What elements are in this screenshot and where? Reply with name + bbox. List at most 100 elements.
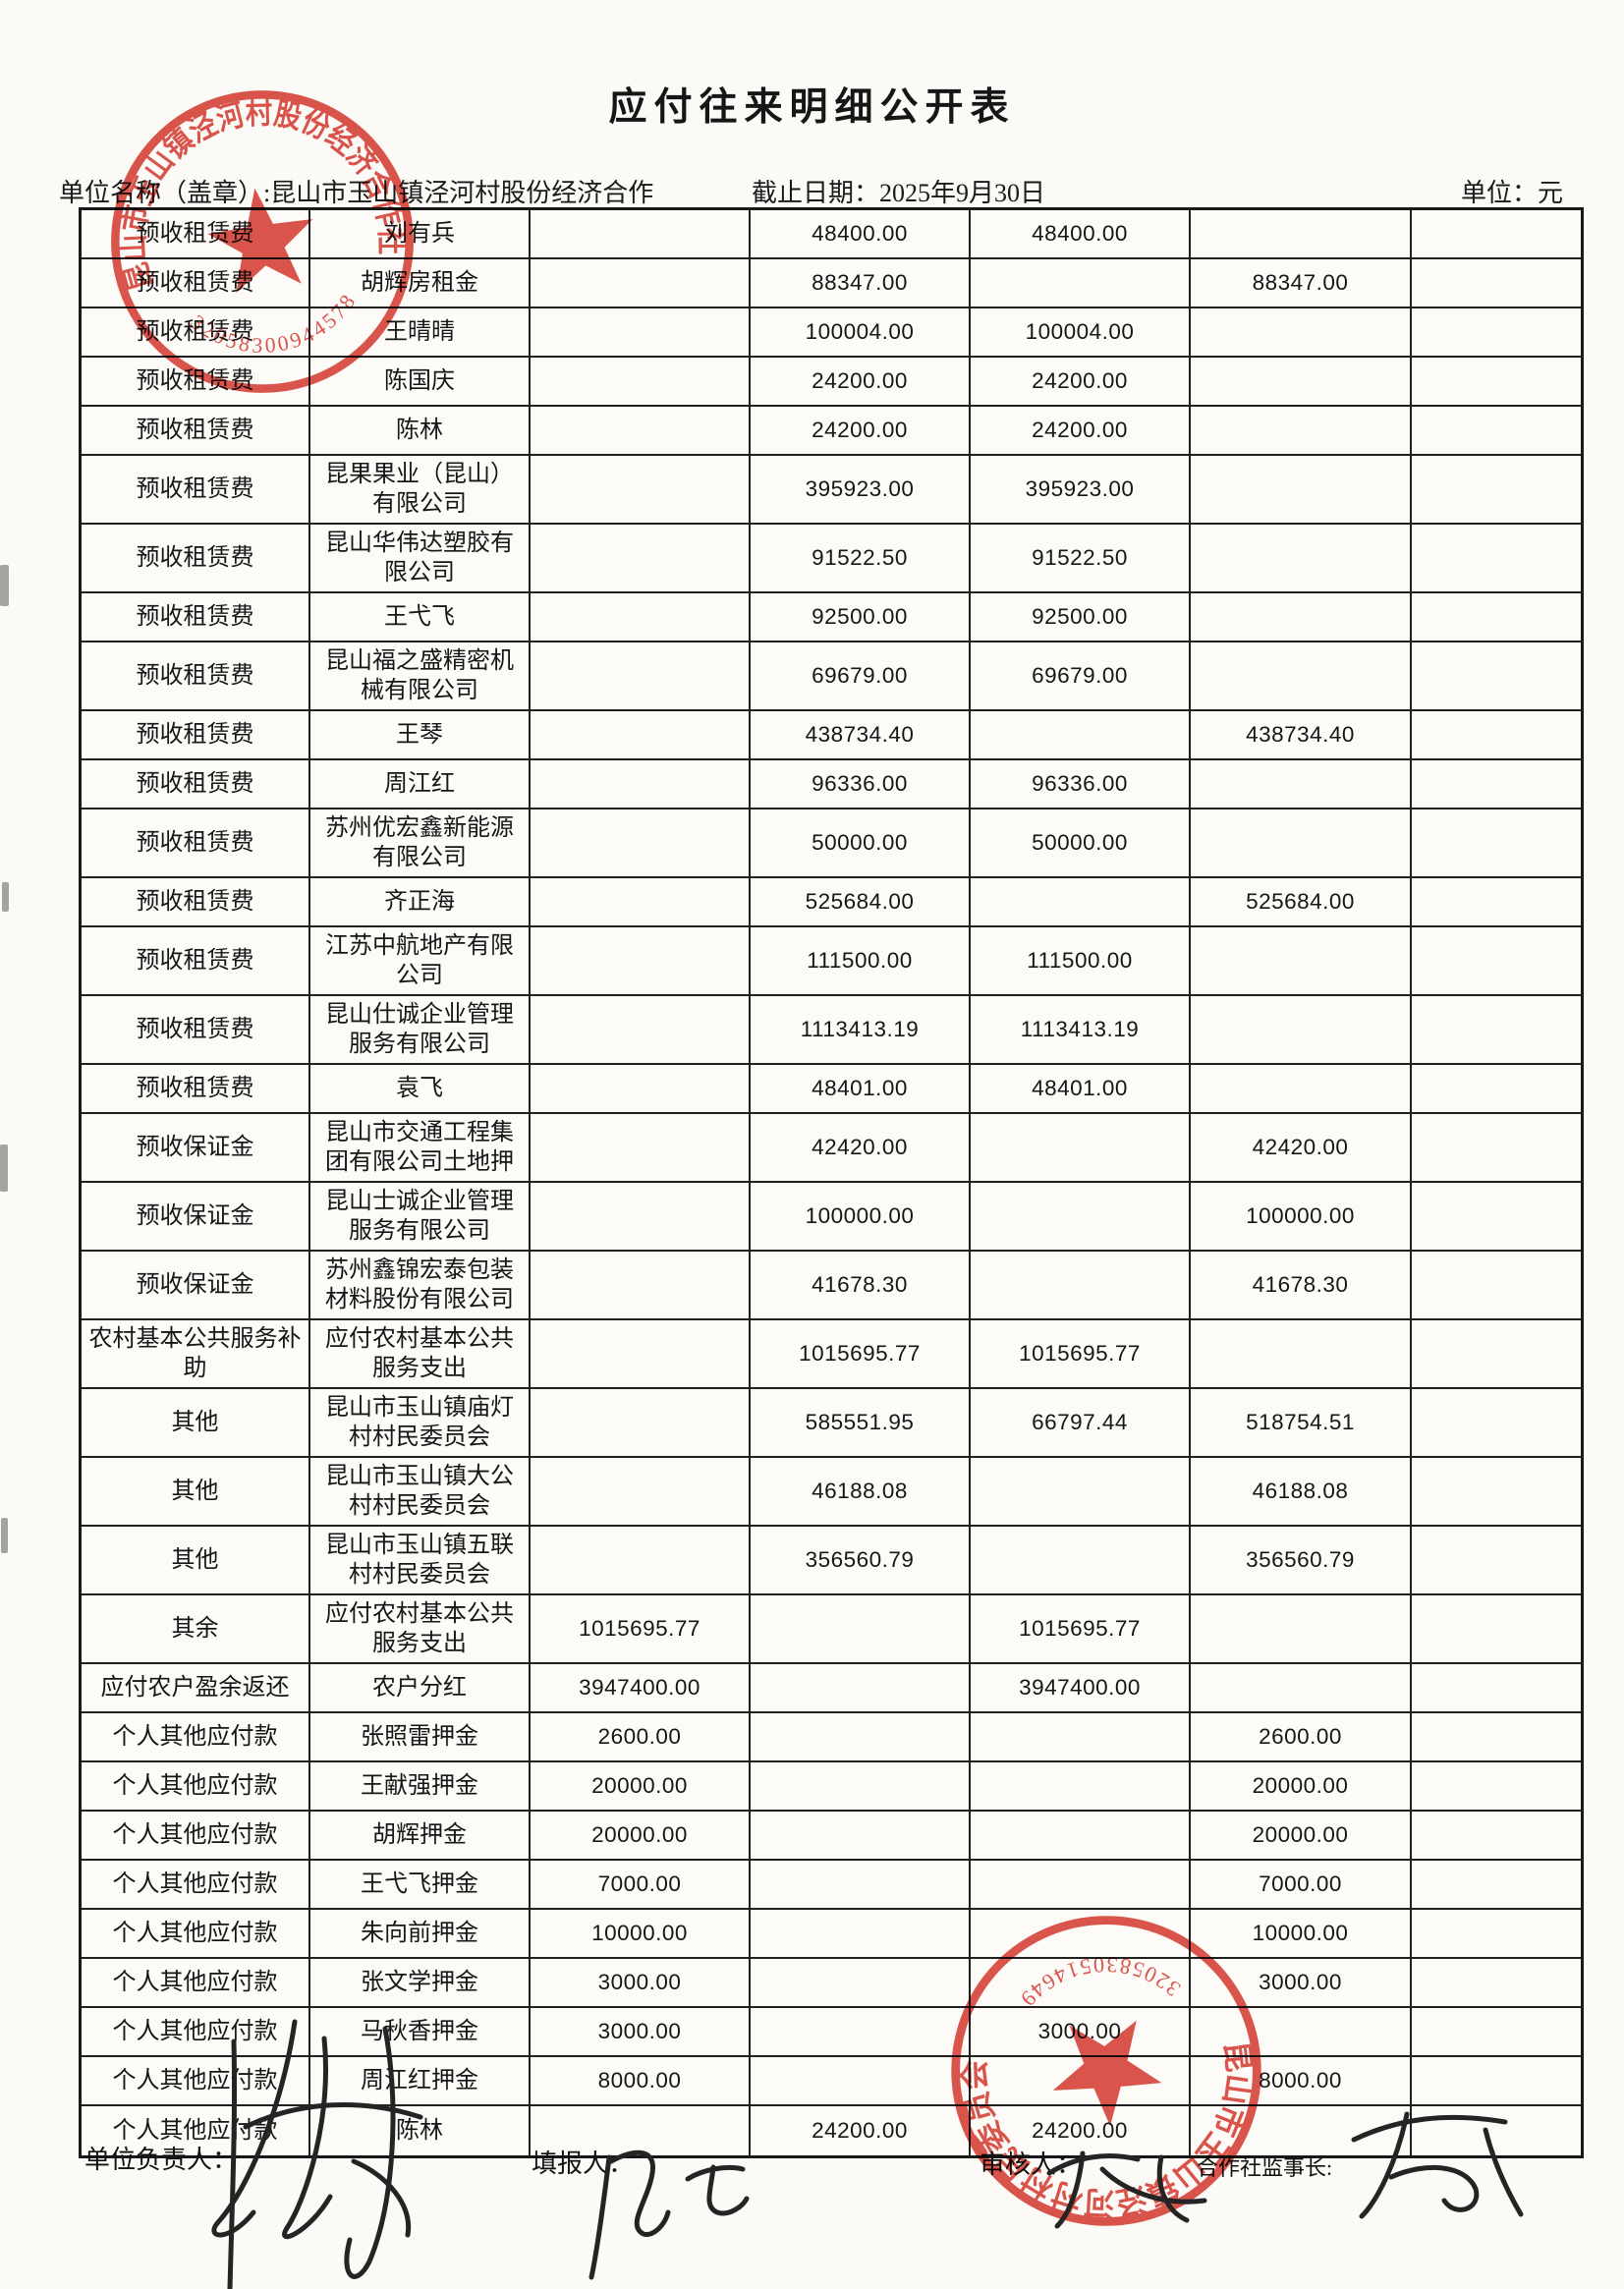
cell-category: 农村基本公共服务补助	[82, 1320, 310, 1389]
cell-empty-col7	[1412, 1252, 1581, 1320]
cell-amount-col6	[1191, 593, 1412, 642]
cell-amount-col5: 96336.00	[971, 760, 1191, 810]
cell-category: 个人其他应付款	[82, 2057, 310, 2106]
cell-amount-col5	[971, 878, 1191, 927]
cell-amount-col5: 3947400.00	[971, 1664, 1191, 1713]
cell-category: 其余	[82, 1595, 310, 1664]
cell-amount-col6: 41678.30	[1191, 1252, 1412, 1320]
cell-amount-col5: 48401.00	[971, 1065, 1191, 1114]
payables-table: 预收租赁费 刘有兵 48400.00 48400.00 预收租赁费 胡辉房租金 …	[79, 207, 1584, 2158]
cell-amount-col3: 20000.00	[531, 1812, 751, 1861]
table-row: 预收保证金 昆山士诚企业管理服务有限公司 100000.00 100000.00	[82, 1183, 1581, 1252]
cell-counterparty: 周江红押金	[310, 2057, 531, 2106]
cell-amount-col4: 356560.79	[751, 1527, 971, 1595]
manager-label: 单位负责人：	[84, 2146, 239, 2174]
cell-category: 预收租赁费	[82, 711, 310, 760]
cell-counterparty: 王献强押金	[310, 1762, 531, 1812]
table-row: 个人其他应付款 马秋香押金 3000.00 3000.00	[82, 2008, 1581, 2057]
cell-amount-col6	[1191, 1065, 1412, 1114]
cell-amount-col3	[531, 1065, 751, 1114]
seal-code-text: 3205830514649	[1014, 1947, 1187, 2012]
cell-category: 预收租赁费	[82, 593, 310, 642]
cell-empty-col7	[1412, 927, 1581, 996]
table-row: 预收保证金 昆山市交通工程集团有限公司土地押 42420.00 42420.00	[82, 1114, 1581, 1183]
cell-amount-col4: 96336.00	[751, 760, 971, 810]
cell-amount-col4: 48401.00	[751, 1065, 971, 1114]
cell-amount-col3	[531, 1252, 751, 1320]
cell-amount-col3	[531, 525, 751, 593]
scan-artifact	[0, 1144, 8, 1192]
cell-amount-col6	[1191, 810, 1412, 878]
cell-amount-col5: 69679.00	[971, 642, 1191, 711]
cell-category: 预收保证金	[82, 1252, 310, 1320]
cell-empty-col7	[1412, 1183, 1581, 1252]
cell-counterparty: 昆果果业（昆山）有限公司	[310, 456, 531, 525]
cell-amount-col4: 42420.00	[751, 1114, 971, 1183]
cell-amount-col5: 111500.00	[971, 927, 1191, 996]
cell-category: 预收保证金	[82, 1183, 310, 1252]
cell-category: 预收租赁费	[82, 407, 310, 456]
cell-empty-col7	[1412, 1762, 1581, 1812]
cell-amount-col6: 46188.08	[1191, 1458, 1412, 1527]
star-icon	[1052, 2020, 1162, 2127]
cell-amount-col6	[1191, 1595, 1412, 1664]
cell-amount-col5: 24200.00	[971, 407, 1191, 456]
cell-amount-col6: 42420.00	[1191, 1114, 1412, 1183]
cell-empty-col7	[1412, 1065, 1581, 1114]
official-seal-bottom: 昆山市玉山镇泾河村村民委员会 3205830514649	[951, 1916, 1266, 2231]
cell-empty-col7	[1412, 210, 1581, 259]
cell-empty-col7	[1412, 2106, 1581, 2155]
cell-amount-col3	[531, 456, 751, 525]
cell-category: 预收租赁费	[82, 259, 310, 308]
table-row: 预收租赁费 王琴 438734.40 438734.40	[82, 711, 1581, 760]
official-seal-top: 昆山市玉山镇泾河村股份经济合作社 32058300944578	[97, 77, 414, 393]
cell-category: 预收租赁费	[82, 996, 310, 1065]
table-row: 预收保证金 苏州鑫锦宏泰包装材料股份有限公司 41678.30 41678.30	[82, 1252, 1581, 1320]
cell-amount-col5	[971, 1959, 1191, 2008]
cell-amount-col4: 1113413.19	[751, 996, 971, 1065]
cell-counterparty: 王琴	[310, 711, 531, 760]
cell-amount-col3	[531, 1527, 751, 1595]
cell-category: 个人其他应付款	[82, 1910, 310, 1959]
cell-category: 个人其他应付款	[82, 1959, 310, 2008]
cell-counterparty: 昆山市玉山镇五联村村民委员会	[310, 1527, 531, 1595]
cell-amount-col3	[531, 878, 751, 927]
cell-amount-col4	[751, 2008, 971, 2057]
cell-amount-col6	[1191, 927, 1412, 996]
cell-amount-col5: 24200.00	[971, 2106, 1191, 2155]
cell-amount-col5: 1113413.19	[971, 996, 1191, 1065]
cell-amount-col4	[751, 1861, 971, 1910]
cell-amount-col5	[971, 259, 1191, 308]
cell-category: 预收租赁费	[82, 1065, 310, 1114]
table-row: 预收租赁费 齐正海 525684.00 525684.00	[82, 878, 1581, 927]
cell-amount-col4	[751, 1812, 971, 1861]
cell-counterparty: 刘有兵	[310, 210, 531, 259]
cell-amount-col3	[531, 927, 751, 996]
table-row: 预收租赁费 陈林 24200.00 24200.00	[82, 407, 1581, 456]
cell-counterparty: 陈林	[310, 2106, 531, 2155]
cell-amount-col6	[1191, 358, 1412, 407]
cell-amount-col6: 10000.00	[1191, 1910, 1412, 1959]
table-row: 预收租赁费 胡辉房租金 88347.00 88347.00	[82, 259, 1581, 308]
cell-amount-col6: 7000.00	[1191, 1861, 1412, 1910]
cell-amount-col4: 24200.00	[751, 358, 971, 407]
cell-empty-col7	[1412, 525, 1581, 593]
cell-counterparty: 胡辉押金	[310, 1812, 531, 1861]
cell-amount-col6	[1191, 407, 1412, 456]
table-row: 其他 昆山市玉山镇庙灯村村民委员会 585551.95 66797.44 518…	[82, 1389, 1581, 1458]
cell-category: 预收保证金	[82, 1114, 310, 1183]
cell-counterparty: 苏州优宏鑫新能源有限公司	[310, 810, 531, 878]
cell-amount-col6	[1191, 525, 1412, 593]
table-row: 预收租赁费 陈国庆 24200.00 24200.00	[82, 358, 1581, 407]
cell-empty-col7	[1412, 711, 1581, 760]
cell-category: 个人其他应付款	[82, 1762, 310, 1812]
cell-category: 个人其他应付款	[82, 1812, 310, 1861]
cell-empty-col7	[1412, 358, 1581, 407]
cell-amount-col4: 100004.00	[751, 308, 971, 358]
cell-amount-col4: 24200.00	[751, 2106, 971, 2155]
cell-amount-col3	[531, 259, 751, 308]
cell-empty-col7	[1412, 810, 1581, 878]
cell-amount-col6	[1191, 1320, 1412, 1389]
cell-empty-col7	[1412, 1713, 1581, 1762]
cell-amount-col5: 91522.50	[971, 525, 1191, 593]
